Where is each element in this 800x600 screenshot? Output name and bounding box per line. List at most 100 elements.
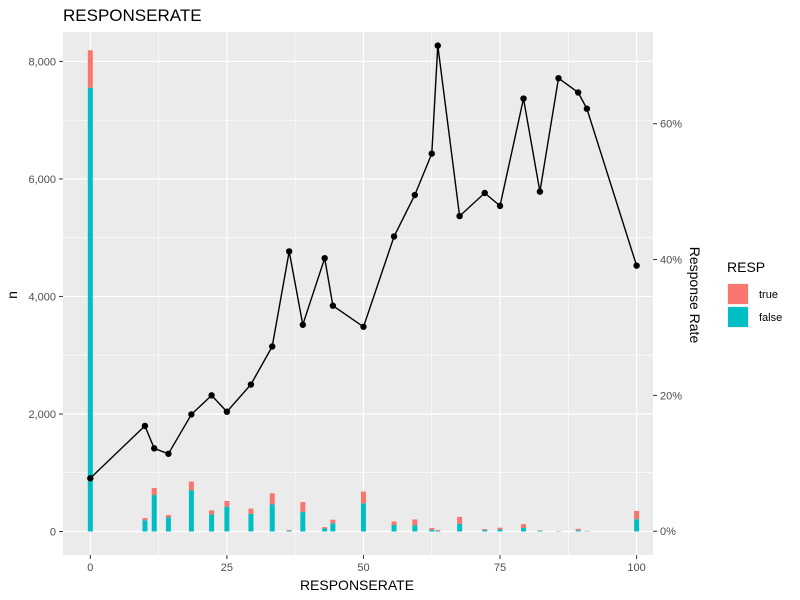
- response-rate-point: [151, 445, 158, 452]
- bar-true: [482, 529, 488, 531]
- response-rate-point: [481, 189, 488, 197]
- bar-true: [497, 527, 503, 530]
- bar-false: [575, 530, 581, 532]
- bar-true: [412, 519, 418, 526]
- y2-tick-label: 20%: [660, 390, 682, 402]
- response-rate-point: [285, 248, 293, 255]
- bar-false: [209, 514, 215, 532]
- y-axis-right: 0% 20% 40% 60%: [653, 119, 682, 538]
- response-rate-point: [87, 475, 94, 482]
- bar-false: [330, 523, 336, 532]
- bar-true: [209, 510, 215, 515]
- bar-true: [165, 515, 171, 518]
- y-tick-label: 0: [50, 526, 56, 538]
- bar-true: [300, 502, 306, 513]
- response-rate-point: [165, 450, 172, 457]
- bar-false: [188, 490, 194, 532]
- y-tick-label: 6,000: [28, 174, 56, 186]
- response-rate-point: [434, 42, 441, 49]
- response-rate-points: [87, 42, 640, 482]
- response-rate-point: [269, 343, 276, 350]
- bar-true: [575, 528, 581, 531]
- y2-tick-label: 60%: [660, 119, 682, 131]
- response-rate-point: [536, 188, 544, 195]
- response-rate-point: [390, 233, 398, 240]
- bar-true: [188, 481, 194, 491]
- bar-true: [330, 519, 336, 524]
- bar-false: [322, 528, 328, 532]
- bar-false: [360, 503, 366, 532]
- x-tick-label: 100: [627, 562, 645, 574]
- bar-true: [429, 527, 435, 530]
- bar-true: [457, 516, 463, 524]
- legend-label-false: false: [759, 312, 782, 324]
- chart-title: RESPONSERATE: [63, 6, 202, 25]
- legend-swatch-false: [728, 307, 748, 327]
- bar-false: [269, 504, 275, 532]
- response-rate-point: [574, 89, 582, 96]
- x-tick-label: 75: [494, 562, 506, 574]
- bar-false: [300, 512, 306, 532]
- bar-false: [435, 530, 441, 532]
- bar-false: [151, 495, 157, 532]
- bar-false: [457, 523, 463, 532]
- response-rate-point: [583, 105, 591, 112]
- legend-swatch-true: [728, 284, 748, 304]
- response-rate-point: [633, 262, 640, 269]
- bar-false: [87, 87, 93, 532]
- bar-true: [248, 508, 254, 514]
- response-rate-point: [208, 392, 215, 399]
- grid-major: [63, 32, 653, 555]
- bar-false: [521, 527, 527, 532]
- x-axis-title: RESPONSERATE: [300, 577, 414, 593]
- response-rate-point: [520, 95, 527, 102]
- bar-false: [634, 519, 640, 532]
- bar-true: [151, 488, 157, 496]
- plot-panel: [63, 32, 653, 555]
- bar-true: [634, 510, 640, 520]
- bar-true: [322, 527, 328, 529]
- bar-true: [87, 50, 93, 88]
- y2-tick-label: 0%: [660, 526, 676, 538]
- response-rate-point: [456, 212, 463, 220]
- response-rate-point: [360, 323, 367, 330]
- bar-true: [269, 493, 275, 505]
- y2-axis-title: Response Rate: [687, 247, 703, 344]
- legend-title: RESP: [727, 259, 765, 275]
- bar-false: [224, 506, 230, 532]
- response-rate-point: [321, 254, 328, 262]
- bar-true: [391, 521, 397, 526]
- y-tick-label: 4,000: [28, 291, 56, 303]
- bar-false: [391, 525, 397, 532]
- response-rate-point: [496, 202, 504, 210]
- response-rate-point: [223, 408, 231, 415]
- x-axis: 0 25 50 75 100: [87, 555, 646, 574]
- bar-false: [248, 513, 254, 532]
- bar-true: [142, 517, 148, 521]
- bar-false: [537, 530, 543, 532]
- legend-label-true: true: [759, 289, 778, 301]
- y2-tick-label: 40%: [660, 255, 682, 267]
- response-rate-point: [299, 321, 307, 328]
- response-rate-point: [247, 381, 255, 388]
- bar-false: [286, 530, 292, 532]
- x-tick-label: 0: [87, 562, 93, 574]
- response-rate-point: [411, 191, 419, 199]
- bar-true: [224, 500, 230, 507]
- bar-false: [412, 525, 418, 532]
- bar-true: [286, 530, 292, 531]
- response-rate-point: [329, 302, 337, 309]
- x-tick-label: 50: [357, 562, 369, 574]
- bar-true: [521, 524, 527, 528]
- y-axis-title: n: [4, 291, 20, 299]
- bar-false: [142, 520, 148, 532]
- y-tick-label: 8,000: [28, 56, 56, 68]
- bar-false: [497, 529, 503, 532]
- bar-false: [165, 517, 171, 532]
- response-rate-point: [141, 422, 149, 430]
- x-tick-label: 25: [221, 562, 233, 574]
- bar-false: [482, 530, 488, 532]
- y-tick-label: 2,000: [28, 409, 56, 421]
- bar-true: [360, 491, 366, 504]
